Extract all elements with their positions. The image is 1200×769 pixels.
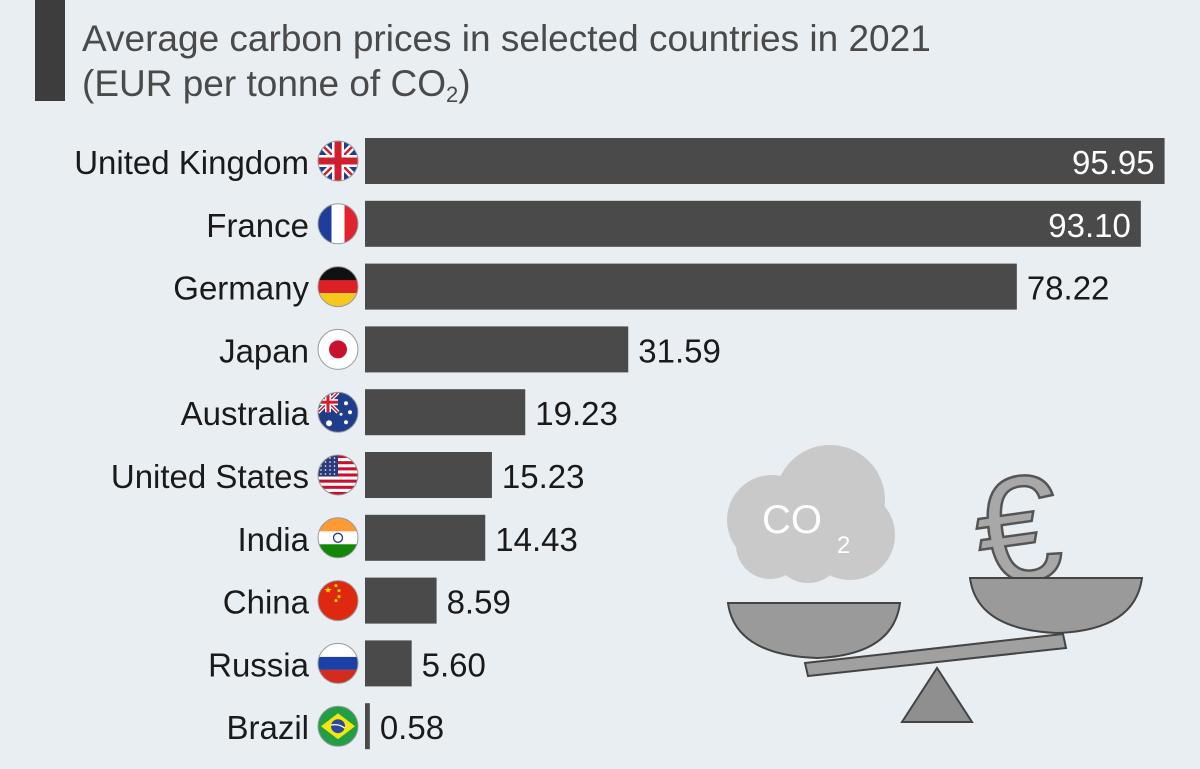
flag-india-icon xyxy=(317,517,359,559)
flag-brazil-icon xyxy=(317,705,359,747)
bar xyxy=(365,200,1141,247)
bar xyxy=(365,138,1165,184)
flag-uk-icon xyxy=(317,140,359,182)
value-label: 19.23 xyxy=(535,395,618,432)
balance-scale-icon xyxy=(726,577,1144,723)
bar xyxy=(365,640,412,687)
flag-russia-icon xyxy=(317,642,359,684)
category-label: France xyxy=(206,207,309,244)
bar xyxy=(365,389,526,436)
value-label: 14.43 xyxy=(495,521,578,558)
bar xyxy=(365,452,492,498)
flag-japan-icon xyxy=(317,328,359,370)
bar xyxy=(365,263,1017,310)
chart-title: Average carbon prices in selected countr… xyxy=(82,16,1182,106)
co2-euro-balance-illustration: CO 2 € xyxy=(726,439,1144,723)
category-label: United States xyxy=(111,458,309,495)
category-label: United Kingdom xyxy=(74,144,309,181)
category-label: China xyxy=(223,584,310,621)
category-label: Russia xyxy=(208,646,310,683)
co2-cloud-icon: CO 2 xyxy=(727,445,895,583)
title-line-1: Average carbon prices in selected countr… xyxy=(82,18,931,59)
flag-china-icon xyxy=(317,580,359,622)
category-label: Australia xyxy=(181,395,310,432)
bar xyxy=(365,514,486,561)
value-label: 95.95 xyxy=(1072,144,1155,181)
category-label: Germany xyxy=(173,270,309,307)
category-label: Japan xyxy=(219,332,309,369)
flag-germany-icon xyxy=(317,266,359,308)
title-accent-bar xyxy=(35,0,65,101)
flag-france-icon xyxy=(317,203,359,245)
value-label: 78.22 xyxy=(1027,270,1110,307)
value-label: 5.60 xyxy=(422,646,486,683)
flag-us-icon xyxy=(317,454,359,496)
value-label: 0.58 xyxy=(380,709,444,746)
value-label: 15.23 xyxy=(502,458,585,495)
category-label: India xyxy=(237,521,309,558)
category-label: Brazil xyxy=(226,709,309,746)
title-line-2: (EUR per tonne of CO2) xyxy=(82,63,471,107)
value-label: 31.59 xyxy=(638,332,721,369)
bar xyxy=(365,577,437,624)
cloud-sub-text: 2 xyxy=(837,532,850,559)
value-label: 93.10 xyxy=(1048,207,1131,244)
value-label: 8.59 xyxy=(447,584,511,621)
bar xyxy=(365,703,370,750)
flag-australia-icon xyxy=(317,391,359,433)
bar xyxy=(365,326,629,373)
cloud-co-text: CO xyxy=(762,498,822,542)
